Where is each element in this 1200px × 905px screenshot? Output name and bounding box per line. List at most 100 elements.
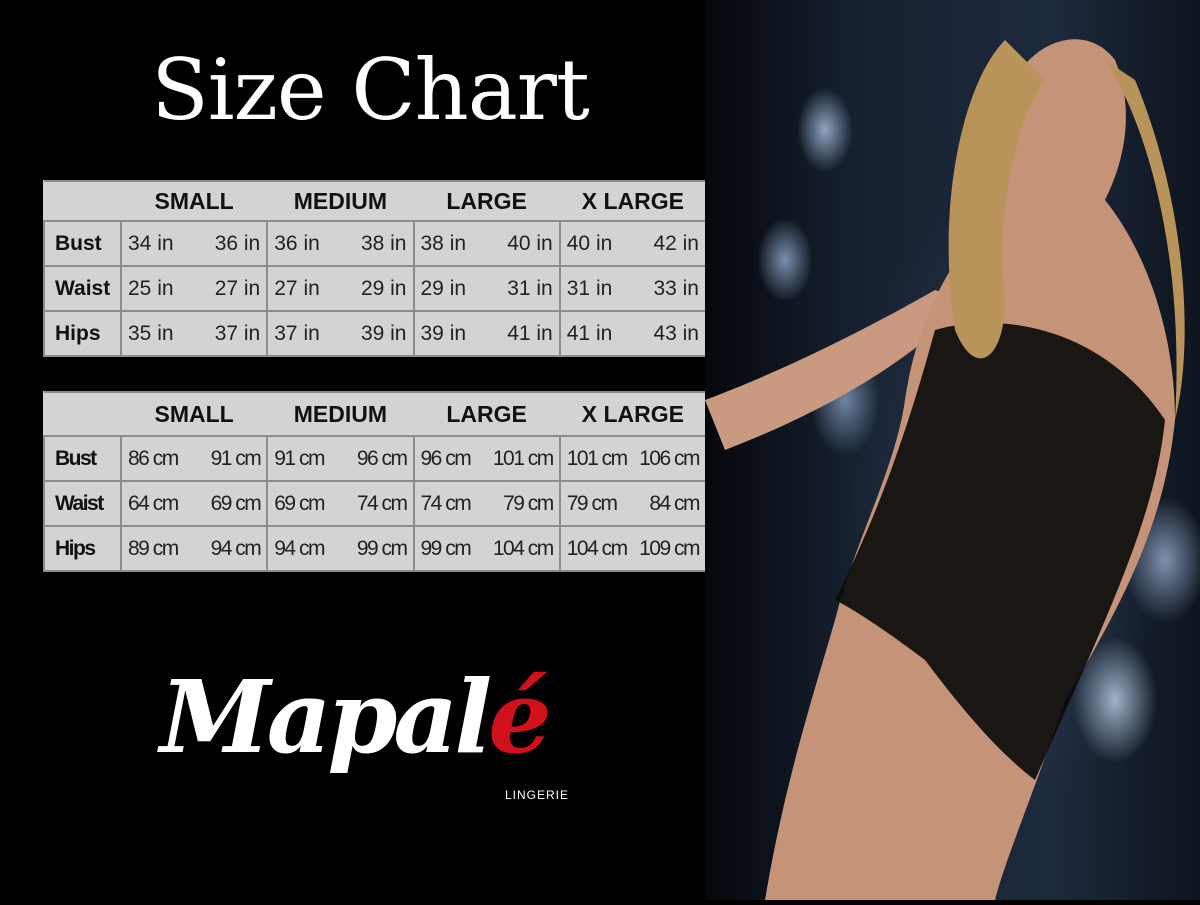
max-value: 99 cm [356,536,408,560]
table-row: Waist 64 cm 69 cm 69 cm 74 cm 74 cm 79 cm 79 cm… [43,480,708,527]
header-size: X LARGE [559,180,706,222]
max-value: 69 cm [210,491,262,515]
max-value: 106 cm [639,446,700,470]
min-value: 86 cm [128,446,179,470]
max-value: 41 in [507,321,553,345]
header-blank [44,391,121,437]
table-row: Bust 34 in 36 in 36 in 38 in 38 in 40 in 40 in 4… [43,220,708,267]
min-value: 25 in [128,276,174,300]
row-label: Hips [43,525,122,572]
size-cell: 96 cm 101 cm [412,435,561,482]
size-cell: 99 cm 104 cm [412,525,561,572]
table-row: Hips 89 cm 94 cm 94 cm 99 cm 99 cm 104 cm 104 c… [43,525,708,572]
min-value: 104 cm [566,536,628,560]
header-size: X LARGE [559,391,706,437]
max-value: 74 cm [356,491,408,515]
table-header-row: SMALL MEDIUM LARGE X LARGE [44,180,706,222]
size-table-cm: SMALL MEDIUM LARGE X LARGE Bust 86 cm 91 c… [43,391,708,572]
model-photo [705,0,1200,900]
min-value: 79 cm [566,491,618,515]
size-cell: 40 in 42 in [558,220,708,267]
size-cell: 37 in 39 in [266,310,415,357]
max-value: 91 cm [210,446,262,470]
size-cell: 74 cm 79 cm [412,480,561,527]
min-value: 41 in [566,321,613,345]
max-value: 94 cm [210,536,262,560]
row-label: Bust [43,435,122,482]
header-size: MEDIUM [267,180,414,222]
min-value: 36 in [274,231,320,255]
max-value: 40 in [507,231,553,255]
max-value: 84 cm [649,491,700,515]
size-cell: 31 in 33 in [558,265,708,312]
header-size: SMALL [121,391,268,437]
table-row: Hips 35 in 37 in 37 in 39 in 39 in 41 in 41 in 4… [43,310,708,357]
size-cell: 27 in 29 in [266,265,415,312]
min-value: 89 cm [128,536,179,560]
min-value: 29 in [420,276,467,300]
size-cell: 89 cm 94 cm [119,525,269,572]
size-cell: 36 in 38 in [266,220,415,267]
max-value: 79 cm [503,491,554,515]
min-value: 39 in [420,321,467,345]
size-cell: 34 in 36 in [119,220,269,267]
min-value: 37 in [274,321,320,345]
row-label: Waist [43,480,122,527]
size-cell: 69 cm 74 cm [266,480,415,527]
size-cell: 91 cm 96 cm [266,435,415,482]
max-value: 37 in [214,321,261,345]
max-value: 104 cm [492,536,554,560]
max-value: 43 in [653,321,699,345]
min-value: 69 cm [274,491,325,515]
min-value: 99 cm [420,536,472,560]
max-value: 96 cm [356,446,408,470]
max-value: 31 in [507,276,553,300]
table-row: Bust 86 cm 91 cm 91 cm 96 cm 96 cm 101 cm 101 c… [43,435,708,482]
row-label: Bust [43,220,122,267]
table-row: Waist 25 in 27 in 27 in 29 in 29 in 31 in 31 in… [43,265,708,312]
max-value: 42 in [653,231,699,255]
size-cell: 64 cm 69 cm [119,480,269,527]
size-cell: 29 in 31 in [412,265,561,312]
row-label: Hips [43,310,122,357]
min-value: 91 cm [274,446,325,470]
max-value: 39 in [360,321,407,345]
header-size: MEDIUM [267,391,414,437]
header-blank [44,180,121,222]
size-cell: 38 in 40 in [412,220,561,267]
min-value: 40 in [566,231,613,255]
size-cell: 104 cm 109 cm [558,525,708,572]
max-value: 27 in [214,276,261,300]
max-value: 101 cm [492,446,554,470]
brand-logo: Mapalé LINGERIE [160,660,580,820]
min-value: 34 in [128,231,174,255]
size-table-inches: SMALL MEDIUM LARGE X LARGE Bust 34 in 36 i… [43,180,708,357]
min-value: 35 in [128,321,174,345]
max-value: 38 in [360,231,407,255]
header-size: LARGE [413,180,560,222]
size-cell: 94 cm 99 cm [266,525,415,572]
max-value: 29 in [360,276,407,300]
min-value: 38 in [420,231,467,255]
header-size: SMALL [121,180,268,222]
max-value: 36 in [214,231,261,255]
size-cell: 101 cm 106 cm [558,435,708,482]
size-cell: 41 in 43 in [558,310,708,357]
page-title: Size Chart [151,41,589,139]
min-value: 74 cm [420,491,472,515]
size-cell: 25 in 27 in [119,265,269,312]
logo-main: Mapal [160,658,492,776]
min-value: 64 cm [128,491,179,515]
logo-subtitle: LINGERIE [505,788,570,802]
min-value: 94 cm [274,536,325,560]
min-value: 96 cm [420,446,472,470]
min-value: 31 in [566,276,613,300]
size-cell: 39 in 41 in [412,310,561,357]
max-value: 109 cm [639,536,700,560]
logo-accent: é [488,658,552,776]
table-header-row: SMALL MEDIUM LARGE X LARGE [44,391,706,437]
model-silhouette [705,39,1185,900]
size-cell: 35 in 37 in [119,310,269,357]
row-label: Waist [43,265,122,312]
max-value: 33 in [653,276,699,300]
